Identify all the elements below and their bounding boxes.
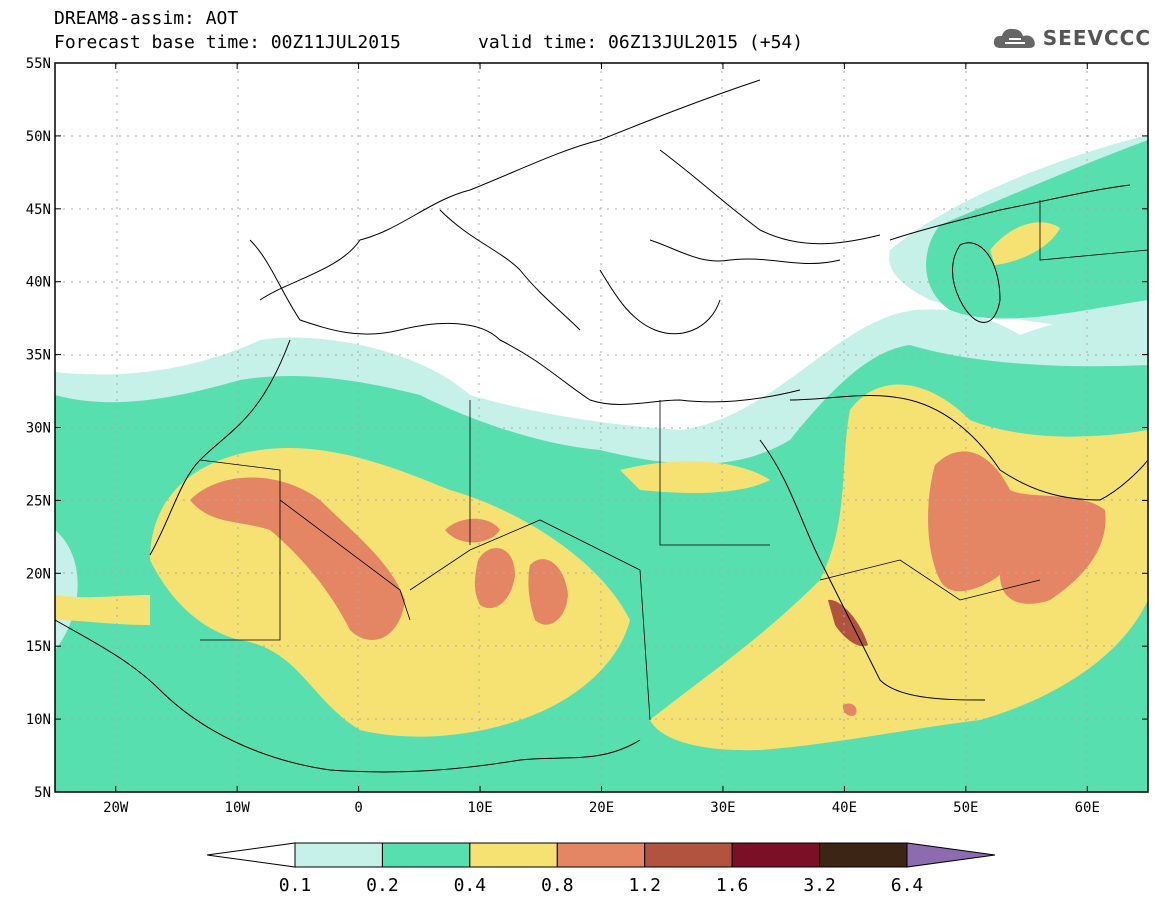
colorbar: 0.1 0.2 0.4 0.8 1.2 1.6 3.2 6.4 bbox=[206, 842, 996, 896]
logo: SEEVCCC bbox=[991, 24, 1151, 52]
valid-time: valid time: 06Z13JUL2015 (+54) bbox=[478, 32, 804, 53]
colorbar-label: 0.1 bbox=[279, 875, 312, 896]
colorbar-swatch bbox=[381, 842, 471, 868]
cloud-icon bbox=[993, 28, 1035, 48]
colorbar-label: 3.2 bbox=[803, 875, 836, 896]
aot-field bbox=[55, 63, 1148, 792]
colorbar-lower-arrow bbox=[206, 842, 296, 868]
colorbar-swatch bbox=[469, 842, 558, 868]
lat-axis: 55N 50N 45N 40N 35N 30N 25N 20N 15N 10N 5N bbox=[26, 56, 1148, 801]
colorbar-label: 1.2 bbox=[628, 875, 661, 896]
colorbar-swatch bbox=[819, 842, 908, 868]
logo-text: SEEVCCC bbox=[1042, 26, 1151, 50]
lat-tick-label: 55N bbox=[26, 56, 51, 72]
lat-tick-label: 5N bbox=[34, 785, 51, 801]
lat-tick-label: 15N bbox=[26, 639, 51, 655]
lat-tick-label: 20N bbox=[26, 566, 51, 582]
lon-tick-label: 10W bbox=[225, 800, 251, 816]
colorbar-label: 1.6 bbox=[716, 875, 749, 896]
graticule bbox=[55, 63, 1148, 792]
lon-tick-label: 30E bbox=[710, 800, 735, 816]
map-title: DREAM8-assim: AOT bbox=[54, 8, 239, 29]
lon-tick-label: 60E bbox=[1075, 800, 1100, 816]
lat-tick-label: 40N bbox=[26, 275, 51, 291]
lon-axis: 20W 10W 0 10E 20E 30E 40E 50E 60E bbox=[103, 63, 1100, 816]
colorbar-label: 6.4 bbox=[891, 875, 924, 896]
lon-tick-label: 10E bbox=[467, 800, 492, 816]
lat-tick-label: 50N bbox=[26, 129, 51, 145]
borders bbox=[199, 200, 1149, 721]
lon-tick-label: 50E bbox=[953, 800, 978, 816]
lat-tick-label: 45N bbox=[26, 202, 51, 218]
lon-tick-label: 0 bbox=[354, 800, 362, 816]
coastlines bbox=[54, 79, 1149, 773]
lon-tick-label: 20W bbox=[103, 800, 129, 816]
lon-tick-label: 40E bbox=[832, 800, 857, 816]
colorbar-swatch bbox=[644, 842, 733, 868]
colorbar-swatch bbox=[556, 842, 646, 868]
lat-tick-label: 25N bbox=[26, 493, 51, 509]
colorbar-upper-arrow bbox=[906, 842, 996, 868]
lat-tick-label: 35N bbox=[26, 348, 51, 364]
lon-tick-label: 20E bbox=[589, 800, 614, 816]
base-time: Forecast base time: 00Z11JUL2015 bbox=[54, 32, 401, 53]
colorbar-swatch bbox=[294, 842, 383, 868]
colorbar-swatch bbox=[731, 842, 821, 868]
lat-tick-label: 10N bbox=[26, 712, 51, 728]
colorbar-label: 0.4 bbox=[454, 875, 487, 896]
colorbar-label: 0.8 bbox=[541, 875, 574, 896]
colorbar-label: 0.2 bbox=[366, 875, 399, 896]
lat-tick-label: 30N bbox=[26, 421, 51, 437]
